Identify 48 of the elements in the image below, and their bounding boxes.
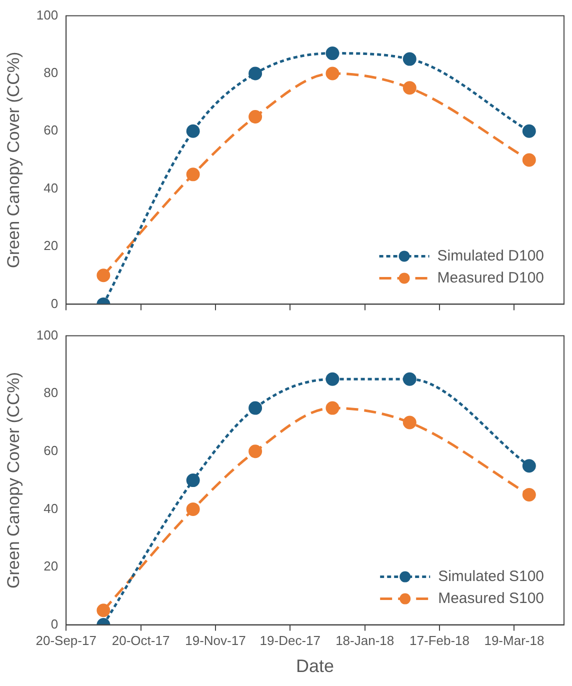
y-axis-title: Green Canopy Cover (CC%): [4, 52, 23, 268]
y-axis-title: Green Canopy Cover (CC%): [4, 372, 23, 588]
y-tick-label: 20: [44, 558, 58, 574]
point: [522, 488, 536, 502]
x-tick-label: 17-Feb-18: [410, 633, 470, 648]
point: [248, 401, 262, 415]
legend-label: Measured S100: [438, 590, 544, 607]
x-tick-label: 19-Nov-17: [185, 633, 246, 648]
point: [186, 168, 200, 182]
x-tick-label: 19-Dec-17: [260, 633, 320, 648]
y-tick-label: 60: [44, 122, 58, 138]
legend-label: Simulated D100: [437, 247, 544, 264]
point: [186, 502, 200, 516]
y-tick-label: 40: [44, 500, 58, 516]
point: [326, 401, 340, 415]
point: [326, 66, 340, 80]
x-axis-title: Date: [296, 656, 334, 676]
point: [248, 66, 262, 80]
x-tick-label: 20-Sep-17: [36, 633, 96, 648]
point: [402, 81, 416, 95]
y-tick-label: 80: [44, 65, 58, 80]
point: [248, 110, 262, 124]
y-tick-label: 80: [44, 385, 58, 400]
y-tick-label: 40: [44, 180, 58, 196]
y-tick-label: 20: [44, 238, 58, 254]
y-tick-label: 100: [36, 327, 58, 342]
point: [96, 268, 110, 282]
x-tick-label: 20-Oct-17: [112, 633, 170, 648]
x-tick-label: 18-Jan-18: [336, 633, 394, 648]
point: [522, 124, 536, 138]
y-tick-label: 100: [36, 7, 58, 22]
point: [186, 124, 200, 138]
point: [522, 459, 536, 473]
legend-label: Measured D100: [437, 269, 544, 286]
point: [402, 416, 416, 430]
point: [522, 153, 536, 167]
point: [402, 372, 416, 386]
point: [326, 46, 340, 60]
y-tick-label: 0: [50, 296, 58, 311]
legend-label: Simulated S100: [438, 568, 544, 585]
y-tick-label: 0: [50, 616, 58, 632]
point: [402, 52, 416, 66]
point: [248, 444, 262, 458]
y-tick-label: 60: [44, 442, 58, 458]
x-tick-label: 19-Mar-18: [484, 633, 544, 648]
point: [326, 372, 340, 386]
point: [96, 604, 110, 618]
point: [186, 474, 200, 488]
